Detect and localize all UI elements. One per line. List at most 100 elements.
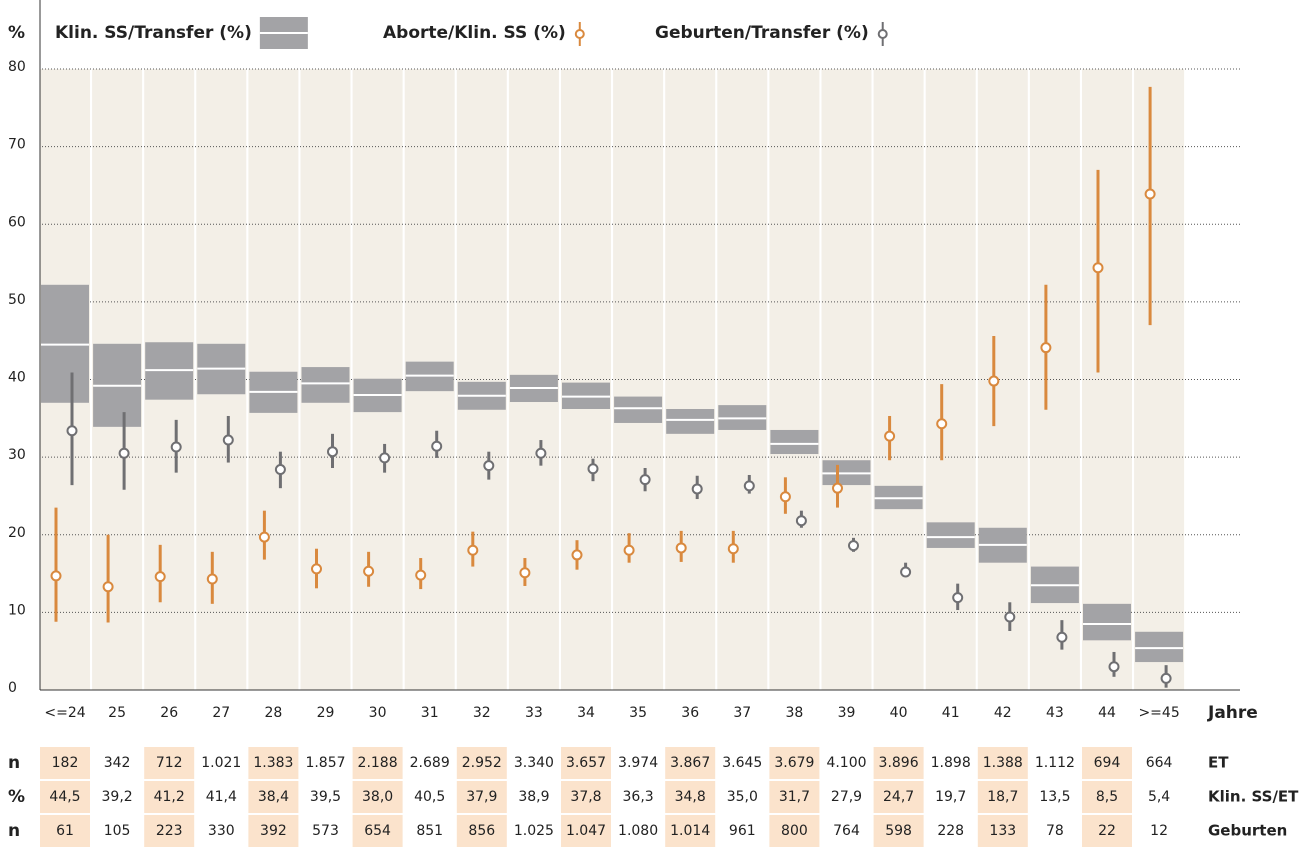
table-cell: 78 bbox=[1046, 823, 1064, 839]
cell-bg bbox=[352, 815, 403, 847]
ci-box bbox=[301, 367, 350, 403]
table-cell: 1.112 bbox=[1035, 755, 1075, 771]
table-cell: 41,4 bbox=[206, 789, 237, 805]
table-cell: 37,9 bbox=[466, 789, 497, 805]
cell-bg bbox=[40, 815, 90, 847]
cell-bg bbox=[248, 781, 299, 813]
cell-bg bbox=[144, 781, 195, 813]
point bbox=[1108, 661, 1120, 673]
point bbox=[1004, 611, 1016, 623]
legend-label: Klin. SS/Transfer (%) bbox=[55, 23, 252, 43]
table-cell: 2.952 bbox=[462, 755, 502, 771]
cell-bg bbox=[665, 747, 716, 779]
point bbox=[1160, 672, 1172, 684]
table-cell: 39,2 bbox=[102, 789, 133, 805]
column-bg bbox=[1134, 69, 1185, 690]
cell-bg bbox=[1082, 815, 1132, 847]
table-cell: 8,5 bbox=[1096, 789, 1118, 805]
cell-bg bbox=[977, 815, 1028, 847]
table-cell: 654 bbox=[364, 823, 391, 839]
table-cell: 35,0 bbox=[727, 789, 758, 805]
point bbox=[587, 463, 599, 475]
point bbox=[743, 480, 755, 492]
legend-label: Geburten/Transfer (%) bbox=[655, 23, 869, 43]
table-cell: 37,8 bbox=[570, 789, 601, 805]
table-cell: 392 bbox=[260, 823, 287, 839]
row-unit: n bbox=[8, 821, 20, 841]
table-cell: 39,5 bbox=[310, 789, 341, 805]
y-tick-label: 0 bbox=[8, 680, 17, 696]
cell-bg bbox=[977, 747, 1028, 779]
table-cell: 38,9 bbox=[518, 789, 549, 805]
point bbox=[170, 441, 182, 453]
point bbox=[1056, 631, 1068, 643]
table-cell: 36,3 bbox=[623, 789, 654, 805]
x-tick-label: 31 bbox=[421, 705, 439, 721]
cell-bg bbox=[873, 815, 924, 847]
point bbox=[154, 571, 166, 583]
point bbox=[118, 447, 130, 459]
point bbox=[988, 375, 1000, 387]
cell-bg bbox=[456, 747, 507, 779]
point bbox=[848, 540, 859, 552]
x-tick-label: 34 bbox=[577, 705, 595, 721]
point bbox=[431, 440, 443, 452]
table-cell: 18,7 bbox=[987, 789, 1018, 805]
y-tick-label: 80 bbox=[8, 59, 26, 75]
table-cell: 3.974 bbox=[618, 755, 658, 771]
cell-bg bbox=[144, 815, 195, 847]
cell-bg bbox=[561, 815, 611, 847]
column-bg bbox=[873, 69, 924, 690]
point bbox=[258, 531, 270, 543]
table-cell: 1.047 bbox=[566, 823, 606, 839]
table-cell: 228 bbox=[937, 823, 964, 839]
x-tick-label: >=45 bbox=[1138, 705, 1179, 721]
table-cell: 712 bbox=[156, 755, 183, 771]
table-cell: 13,5 bbox=[1039, 789, 1070, 805]
ci-box bbox=[770, 429, 819, 455]
x-tick-label: 28 bbox=[264, 705, 282, 721]
row-unit: % bbox=[8, 787, 25, 807]
point bbox=[311, 563, 322, 575]
point bbox=[900, 566, 912, 578]
table-cell: 3.340 bbox=[514, 755, 554, 771]
table-cell: 1.383 bbox=[253, 755, 293, 771]
x-tick-label: 40 bbox=[890, 705, 908, 721]
column-bg bbox=[925, 69, 976, 690]
cell-bg bbox=[456, 815, 507, 847]
ci-box bbox=[926, 522, 975, 548]
x-tick-label: 29 bbox=[317, 705, 335, 721]
point bbox=[415, 569, 427, 581]
y-tick-label: 40 bbox=[8, 370, 26, 386]
point bbox=[379, 452, 391, 464]
table-cell: 38,4 bbox=[258, 789, 289, 805]
table-cell: 38,0 bbox=[362, 789, 393, 805]
ci-box bbox=[1083, 603, 1131, 641]
table-cell: 133 bbox=[989, 823, 1016, 839]
table-cell: 598 bbox=[885, 823, 912, 839]
y-tick-label: 50 bbox=[8, 292, 26, 308]
point bbox=[1144, 188, 1156, 200]
x-tick-label: 44 bbox=[1098, 705, 1116, 721]
table-cell: 24,7 bbox=[883, 789, 914, 805]
row-name: Klin. SS/ET bbox=[1208, 788, 1299, 806]
y-axis-label: % bbox=[8, 23, 25, 43]
cell-bg bbox=[561, 747, 611, 779]
cell-bg bbox=[1082, 747, 1132, 779]
legend-label: Aborte/Klin. SS (%) bbox=[383, 23, 566, 43]
ci-box bbox=[614, 396, 663, 423]
table-cell: 1.080 bbox=[618, 823, 658, 839]
point bbox=[535, 447, 547, 459]
table-cell: 40,5 bbox=[414, 789, 445, 805]
table-cell: 3.679 bbox=[774, 755, 814, 771]
cell-bg bbox=[977, 781, 1028, 813]
point bbox=[571, 549, 583, 561]
y-tick-label: 60 bbox=[8, 214, 26, 230]
table-cell: 764 bbox=[833, 823, 860, 839]
point bbox=[274, 464, 286, 476]
x-tick-label: 41 bbox=[942, 705, 960, 721]
table-cell: 44,5 bbox=[49, 789, 80, 805]
table-cell: 856 bbox=[468, 823, 495, 839]
